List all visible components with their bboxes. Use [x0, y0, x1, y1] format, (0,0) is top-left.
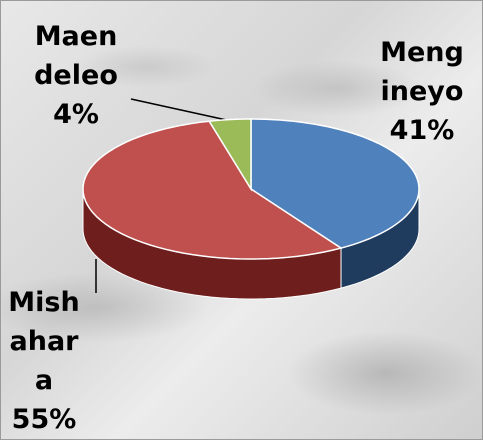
- slice: [207, 118, 252, 192]
- data-label: Mishahara 55%: [3, 283, 85, 439]
- slice: [82, 120, 343, 260]
- value-label: 4%: [53, 99, 99, 130]
- leader-line: [130, 98, 232, 122]
- category-label: Mishahara: [8, 287, 80, 396]
- data-label: Maendeleo 4%: [31, 17, 121, 134]
- category-label: Mengineyo: [380, 37, 464, 107]
- category-label: Maendeleo: [34, 21, 118, 91]
- data-label: Mengineyo 41%: [378, 33, 466, 150]
- value-label: 41%: [389, 115, 455, 146]
- value-label: 55%: [11, 404, 77, 435]
